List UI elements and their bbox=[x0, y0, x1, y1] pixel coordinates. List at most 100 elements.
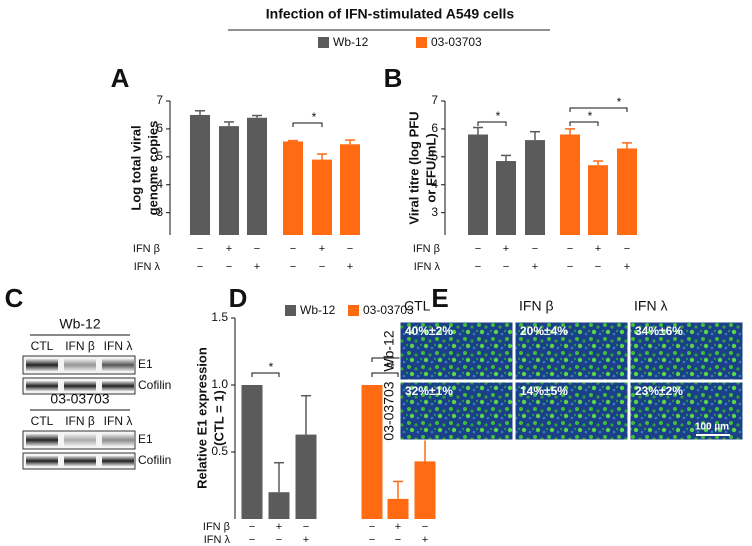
y-tick-label: 1.5 bbox=[211, 310, 228, 324]
figure-title: Infection of IFN-stimulated A549 cells bbox=[266, 6, 515, 22]
panel-letter: E bbox=[431, 283, 448, 313]
row-label: Wb-12 bbox=[381, 330, 397, 371]
treatment-sign: + bbox=[595, 243, 601, 255]
legend-label: 03-03703 bbox=[363, 303, 414, 317]
blot-band bbox=[26, 381, 58, 391]
y-tick-label: 0.5 bbox=[211, 444, 228, 458]
lane-label: IFN β bbox=[65, 414, 95, 428]
significance-bracket bbox=[251, 372, 280, 377]
blot-band bbox=[26, 359, 58, 371]
treatment-sign: + bbox=[532, 261, 538, 273]
lane-label: IFN λ bbox=[104, 414, 133, 428]
treatment-sign: + bbox=[254, 261, 260, 273]
bar bbox=[340, 144, 360, 235]
treatment-sign: − bbox=[254, 243, 260, 255]
micrograph bbox=[629, 321, 744, 381]
treatment-sign: + bbox=[276, 521, 282, 533]
y-axis-label: (CTL = 1) bbox=[211, 390, 226, 446]
significance-bracket bbox=[477, 121, 507, 126]
band-label: E1 bbox=[138, 357, 153, 371]
y-axis-label: Viral titre (log PFU bbox=[406, 111, 421, 224]
legend-swatch bbox=[416, 37, 427, 48]
bar bbox=[560, 134, 580, 235]
treatment-sign: − bbox=[422, 521, 428, 533]
blot-band bbox=[64, 456, 96, 466]
percent-label: 14%±5% bbox=[520, 384, 568, 398]
panel-letter: A bbox=[111, 63, 130, 93]
treatment-sign: − bbox=[197, 243, 203, 255]
treatment-sign: − bbox=[319, 261, 325, 273]
percent-label: 40%±2% bbox=[405, 324, 453, 338]
treatment-label: IFN λ bbox=[414, 261, 441, 273]
significance-bracket bbox=[569, 121, 599, 126]
treatment-sign: − bbox=[290, 261, 296, 273]
significance-bracket bbox=[371, 372, 399, 377]
percent-label: 34%±6% bbox=[635, 324, 683, 338]
y-axis-label: genome copies bbox=[145, 121, 160, 216]
blot-band bbox=[64, 381, 96, 391]
treatment-label: IFN β bbox=[413, 243, 440, 255]
treatment-sign: + bbox=[624, 261, 630, 273]
blot-band bbox=[64, 359, 96, 371]
y-tick-label: 5 bbox=[156, 149, 163, 163]
y-tick-label: 5 bbox=[431, 149, 438, 163]
legend-swatch bbox=[285, 305, 296, 316]
treatment-sign: − bbox=[249, 534, 255, 546]
panel-letter: D bbox=[229, 283, 248, 313]
treatment-sign: − bbox=[303, 521, 309, 533]
y-axis-label: Relative E1 expression bbox=[194, 347, 209, 489]
y-tick-label: 3 bbox=[156, 205, 163, 219]
column-label: IFN λ bbox=[634, 298, 667, 314]
treatment-sign: + bbox=[303, 534, 309, 546]
blot-band bbox=[102, 434, 134, 446]
treatment-sign: − bbox=[567, 261, 573, 273]
blot-band bbox=[26, 434, 58, 446]
treatment-label: IFN β bbox=[133, 243, 160, 255]
treatment-label: IFN λ bbox=[204, 534, 231, 546]
legend-label: Wb-12 bbox=[333, 35, 369, 49]
significance-bracket bbox=[292, 122, 323, 127]
treatment-sign: − bbox=[503, 261, 509, 273]
band-label: Cofilin bbox=[138, 378, 171, 392]
treatment-sign: − bbox=[395, 534, 401, 546]
treatment-sign: − bbox=[226, 261, 232, 273]
column-label: CTL bbox=[404, 298, 431, 314]
panel-letter: C bbox=[5, 283, 24, 313]
bar bbox=[387, 498, 409, 519]
treatment-sign: − bbox=[475, 261, 481, 273]
panel-letter: B bbox=[384, 63, 403, 93]
lane-label: IFN β bbox=[65, 339, 95, 353]
bar bbox=[241, 385, 263, 519]
column-label: IFN β bbox=[519, 298, 554, 314]
treatment-label: IFN λ bbox=[134, 261, 161, 273]
micrograph bbox=[399, 321, 514, 381]
treatment-sign: + bbox=[395, 521, 401, 533]
blot-band bbox=[64, 434, 96, 446]
lane-label: CTL bbox=[31, 414, 54, 428]
treatment-sign: − bbox=[249, 521, 255, 533]
treatment-sign: − bbox=[567, 243, 573, 255]
treatment-sign: − bbox=[475, 243, 481, 255]
percent-label: 32%±1% bbox=[405, 384, 453, 398]
micrograph bbox=[514, 321, 629, 381]
bar bbox=[283, 141, 303, 235]
blot-band bbox=[102, 359, 134, 371]
y-tick-label: 3 bbox=[431, 205, 438, 219]
legend-label: Wb-12 bbox=[300, 303, 336, 317]
treatment-sign: + bbox=[422, 534, 428, 546]
blot-title: 03-03703 bbox=[50, 391, 109, 407]
significance-label: * bbox=[617, 95, 622, 109]
bar bbox=[414, 461, 436, 519]
lane-label: CTL bbox=[31, 339, 54, 353]
bar bbox=[617, 148, 637, 235]
treatment-label: IFN β bbox=[203, 521, 230, 533]
blot-title: Wb-12 bbox=[59, 316, 100, 332]
blot-band bbox=[102, 381, 134, 391]
y-tick-label: 7 bbox=[431, 93, 438, 107]
micrograph bbox=[629, 381, 744, 441]
y-tick-label: 7 bbox=[156, 93, 163, 107]
legend-swatch bbox=[348, 305, 359, 316]
y-axis-label: or FFU/mL) bbox=[423, 133, 438, 202]
y-tick-label: 4 bbox=[431, 177, 438, 191]
band-label: E1 bbox=[138, 432, 153, 446]
